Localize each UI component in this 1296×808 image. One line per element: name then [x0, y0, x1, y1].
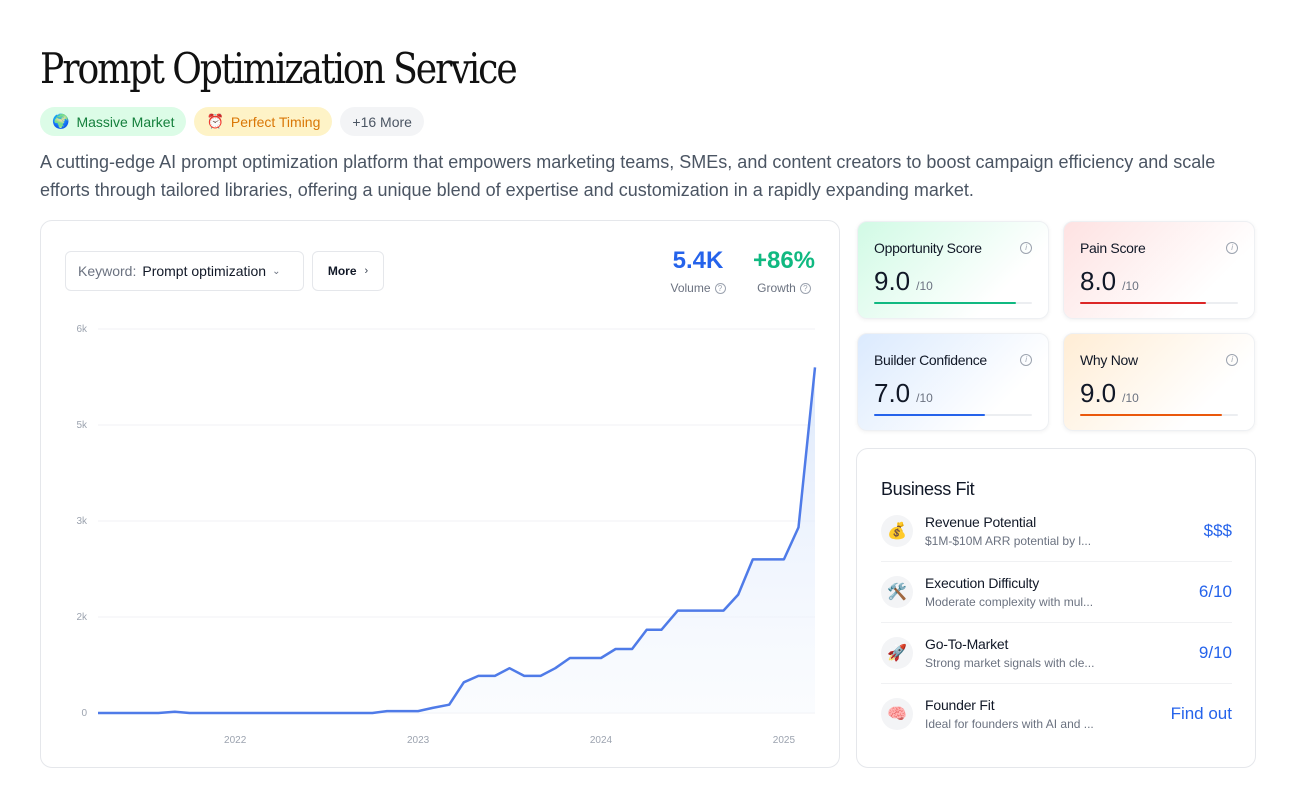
info-icon[interactable]: i [1020, 354, 1032, 366]
score-name: Pain Score [1080, 240, 1146, 256]
score-max: /10 [1122, 279, 1139, 293]
description: A cutting-edge AI prompt optimization pl… [40, 152, 1216, 200]
x-tick-label: 2023 [407, 735, 430, 746]
business-fit-title: Business Fit [881, 479, 975, 499]
business-fit-row-execution[interactable]: 🛠️ Execution Difficulty Moderate complex… [881, 562, 1232, 623]
row-value: 6/10 [1198, 582, 1232, 601]
trend-chart[interactable]: 6k 5k 3k 2k 0 2022 2023 2024 2025 [41, 221, 841, 769]
row-name: Founder Fit [925, 696, 995, 713]
row-value: 9/10 [1198, 643, 1232, 662]
help-icon[interactable]: ? [799, 282, 811, 294]
tag-massive-market[interactable]: 🌍 Massive Market [40, 107, 187, 136]
y-tick-label: 3k [76, 516, 88, 527]
business-fit-row-gtm[interactable]: 🚀 Go-To-Market Strong market signals wit… [881, 623, 1232, 684]
score-bar-fill [874, 414, 985, 416]
business-fit-row-revenue[interactable]: 💰 Revenue Potential $1M-$10M ARR potenti… [881, 501, 1232, 562]
chevron-down-icon: ⌄ [272, 265, 281, 277]
chart-line-series [98, 367, 817, 715]
row-subtitle: Strong market signals with cle... [925, 656, 1095, 670]
info-icon[interactable]: i [1020, 242, 1032, 254]
score-bar-track [1080, 414, 1238, 416]
volume-label: Volume [670, 281, 711, 295]
business-fit-row-founder[interactable]: 🧠 Founder Fit Ideal for founders with AI… [881, 683, 1232, 744]
score-bar-track [874, 302, 1032, 304]
business-fit-card: Business Fit 💰 Revenue Potential $1M-$10… [856, 448, 1256, 768]
growth-metric: +86% Growth ? [747, 247, 821, 295]
growth-label: Growth [757, 281, 796, 295]
page-title: Prompt Optimization Service [40, 44, 518, 93]
y-tick-label: 6k [76, 324, 88, 335]
volume-metric: 5.4K Volume ? [661, 247, 735, 295]
y-tick-label: 5k [76, 420, 88, 431]
row-subtitle: $1M-$10M ARR potential by l... [925, 534, 1092, 548]
growth-value: +86% [752, 247, 816, 274]
keyword-value: Prompt optimization [142, 263, 267, 279]
opportunity-score-card[interactable]: Opportunity Score i 9.0 /10 [857, 221, 1049, 319]
row-subtitle: Ideal for founders with AI and ... [925, 716, 1094, 731]
tag-label: Perfect Timing [230, 113, 321, 130]
builder-confidence-card[interactable]: Builder Confidence i 7.0 /10 [857, 333, 1049, 431]
find-out-link[interactable]: Find out [1170, 703, 1232, 723]
score-value: 9.0 [1080, 378, 1117, 408]
tag-perfect-timing[interactable]: ⏰ Perfect Timing [194, 107, 333, 136]
alarm-clock-icon: ⏰ [206, 113, 224, 129]
tools-icon: 🛠️ [881, 576, 913, 608]
pain-score-card[interactable]: Pain Score i 8.0 /10 [1063, 221, 1255, 319]
chevron-right-icon: › [364, 265, 369, 277]
score-bar-fill [1080, 302, 1207, 304]
score-bar-track [874, 414, 1032, 416]
chart-area [98, 367, 815, 713]
score-value: 8.0 [1080, 266, 1117, 296]
score-value: 7.0 [874, 378, 911, 408]
rocket-icon: 🚀 [881, 637, 913, 669]
row-name: Revenue Potential [925, 514, 1037, 530]
score-name: Builder Confidence [874, 352, 987, 368]
score-bar-fill [874, 302, 1017, 304]
score-max: /10 [1122, 391, 1139, 405]
x-tick-label: 2022 [224, 735, 247, 746]
help-icon[interactable]: ? [714, 282, 726, 294]
globe-icon: 🌍 [52, 113, 70, 129]
score-max: /10 [916, 391, 933, 405]
more-button-label: More [327, 264, 357, 278]
score-bar-fill [1080, 414, 1223, 416]
row-subtitle: Moderate complexity with mul... [925, 595, 1094, 609]
info-icon[interactable]: i [1226, 242, 1238, 254]
row-name: Execution Difficulty [925, 575, 1040, 591]
y-tick-label: 2k [76, 612, 88, 623]
row-value: $$$ [1203, 521, 1232, 540]
money-bag-icon: 💰 [881, 515, 913, 547]
score-name: Opportunity Score [874, 240, 982, 256]
why-now-card[interactable]: Why Now i 9.0 /10 [1063, 333, 1255, 431]
tag-label: Massive Market [76, 113, 175, 130]
tag-label: +16 More [352, 113, 412, 130]
score-value: 9.0 [874, 266, 911, 296]
tag-list: 🌍 Massive Market ⏰ Perfect Timing +16 Mo… [40, 107, 424, 136]
score-max: /10 [916, 279, 933, 293]
brain-icon: 🧠 [881, 697, 913, 730]
keyword-select[interactable]: Keyword: Prompt optimization ⌄ [65, 251, 304, 291]
x-tick-label: 2025 [773, 735, 796, 746]
more-button[interactable]: More › [312, 251, 384, 291]
info-icon[interactable]: i [1226, 354, 1238, 366]
tag-more[interactable]: +16 More [340, 107, 424, 136]
x-tick-label: 2024 [590, 735, 613, 746]
trend-chart-card: Keyword: Prompt optimization ⌄ More › 5.… [40, 220, 840, 768]
keyword-label: Keyword: [78, 263, 137, 279]
volume-value: 5.4K [672, 247, 724, 274]
y-tick-label: 0 [81, 708, 87, 719]
row-name: Go-To-Market [925, 636, 1009, 652]
score-name: Why Now [1080, 352, 1138, 368]
score-bar-track [1080, 302, 1238, 304]
